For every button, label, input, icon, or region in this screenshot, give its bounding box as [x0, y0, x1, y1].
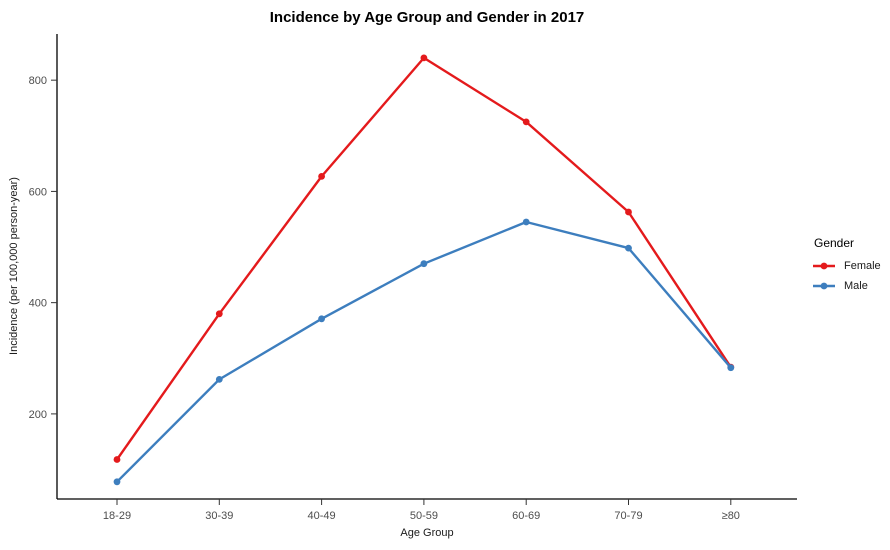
y-tick-label: 600 [29, 186, 47, 198]
y-tick-label: 200 [29, 409, 47, 421]
data-point-female [113, 456, 121, 463]
x-tick-label: 30-39 [205, 510, 233, 522]
data-point-male [215, 376, 223, 383]
data-point-male [727, 364, 735, 372]
x-tick-label: 70-79 [614, 510, 642, 522]
legend-key-dot [820, 282, 828, 290]
x-tick-label: 40-49 [308, 510, 336, 522]
legend-label: Male [844, 280, 868, 292]
data-point-female [522, 118, 530, 126]
y-axis-title: Incidence (per 100,000 person-year) [8, 177, 20, 355]
legend-items: Female Male [812, 260, 881, 292]
chart-title: Incidence by Age Group and Gender in 201… [269, 9, 585, 26]
data-point-male [625, 244, 632, 252]
x-tick-label: 60-69 [512, 510, 540, 522]
data-point-male [318, 315, 325, 323]
legend-key-male [813, 282, 835, 290]
x-tick-label: ≥80 [722, 510, 740, 522]
data-point-female [420, 54, 428, 62]
legend: Gender Female Male [812, 236, 881, 300]
legend-key-dot [820, 262, 828, 270]
data-point-female [215, 310, 223, 318]
x-tick-label: 18-29 [103, 510, 131, 522]
legend-label: Female [844, 260, 881, 272]
data-point-male [522, 218, 530, 226]
x-tick-label: 50-59 [410, 510, 438, 522]
y-tick-label: 400 [29, 298, 47, 310]
y-tick-label: 800 [29, 75, 47, 87]
legend-key-female [813, 262, 835, 270]
legend-title: Gender [814, 236, 855, 250]
data-point-male [113, 478, 121, 486]
x-axis-title: Age Group [400, 527, 454, 539]
legend-item-male: Male [812, 280, 881, 292]
legend-item-female: Female [812, 260, 881, 272]
data-point-male [420, 260, 428, 268]
data-point-female [625, 208, 632, 216]
data-point-female [318, 173, 325, 180]
